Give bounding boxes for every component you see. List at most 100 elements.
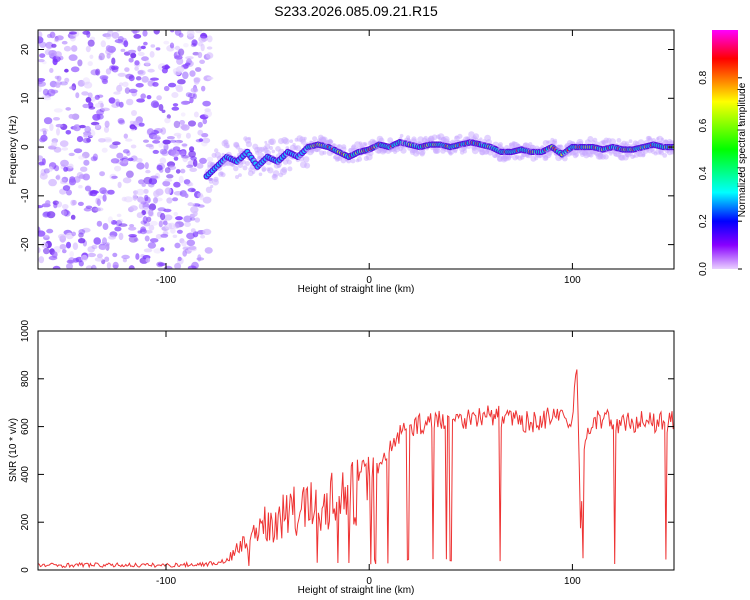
- noise-blob: [153, 197, 158, 204]
- noise-blob: [152, 149, 159, 154]
- noise-blob: [193, 111, 199, 118]
- noise-blob: [184, 193, 189, 199]
- ridge-halo: [221, 152, 225, 157]
- noise-blob: [164, 222, 173, 230]
- noise-blob: [98, 55, 103, 61]
- noise-blob: [150, 100, 159, 108]
- spectrogram-plot-area: [38, 30, 674, 269]
- noise-blob: [177, 79, 186, 85]
- noise-blob: [96, 220, 103, 227]
- spectrogram-xlabel: Height of straight line (km): [298, 284, 415, 295]
- noise-blob: [87, 246, 95, 253]
- figure-title: S233.2026.085.09.21.R15: [274, 3, 438, 19]
- noise-blob: [124, 87, 130, 94]
- noise-blob: [207, 35, 213, 43]
- noise-blob: [175, 216, 183, 221]
- noise-blob: [105, 68, 112, 75]
- noise-blob: [39, 172, 48, 180]
- noise-blob: [145, 257, 151, 263]
- noise-blob: [197, 129, 204, 136]
- noise-blob: [164, 187, 172, 195]
- noise-blob: [173, 141, 181, 146]
- ridge-halo: [669, 140, 674, 146]
- noise-blob: [123, 40, 129, 48]
- noise-blob: [144, 60, 150, 66]
- noise-blob: [78, 185, 83, 189]
- noise-blob: [52, 265, 61, 269]
- snr-x-tick-label: -100: [156, 576, 176, 587]
- spectrogram-x-tick-label: 100: [564, 275, 581, 286]
- noise-blob: [188, 120, 196, 127]
- noise-blob: [78, 155, 86, 160]
- noise-blob: [85, 45, 91, 53]
- ridge-halo: [298, 155, 305, 162]
- ridge-halo: [233, 165, 239, 172]
- noise-blob: [194, 191, 201, 199]
- noise-blob: [105, 33, 112, 40]
- ridge-halo: [283, 138, 290, 145]
- noise-blob: [81, 91, 89, 96]
- noise-blob: [135, 83, 144, 88]
- noise-blob: [182, 250, 187, 257]
- noise-blob: [78, 260, 84, 267]
- noise-blob: [196, 162, 204, 169]
- noise-blob: [59, 81, 68, 86]
- ridge-halo: [574, 152, 580, 158]
- noise-blob: [43, 168, 51, 174]
- noise-blob: [131, 110, 137, 116]
- ridge-halo: [399, 133, 404, 138]
- spectrogram-y-tick-label: -10: [20, 188, 31, 203]
- noise-blob: [143, 41, 148, 46]
- noise-blob: [197, 51, 203, 59]
- noise-blob: [42, 60, 47, 65]
- noise-blob: [59, 140, 69, 148]
- noise-blob: [128, 235, 138, 243]
- noise-blob: [92, 207, 102, 212]
- noise-blob: [179, 149, 187, 157]
- noise-blob: [169, 139, 177, 143]
- noise-blob: [197, 121, 203, 128]
- noise-blob: [61, 147, 69, 151]
- noise-blob: [153, 190, 160, 198]
- noise-blob: [132, 193, 138, 201]
- noise-blob: [42, 88, 49, 96]
- noise-blob: [43, 247, 50, 255]
- noise-blob: [99, 75, 109, 80]
- ridge-halo: [332, 143, 336, 147]
- noise-blob: [129, 124, 136, 130]
- noise-blob: [178, 48, 185, 56]
- noise-blob: [102, 78, 108, 85]
- noise-blob: [201, 85, 206, 92]
- noise-blob: [68, 152, 75, 157]
- noise-blob: [82, 77, 91, 85]
- noise-blob: [66, 241, 71, 249]
- noise-blob: [164, 214, 173, 221]
- noise-blob: [189, 146, 195, 153]
- noise-blob: [82, 151, 90, 159]
- noise-blob: [43, 117, 53, 125]
- noise-blob: [148, 203, 157, 211]
- noise-blob: [190, 228, 196, 234]
- noise-blob: [40, 168, 46, 177]
- noise-blob: [69, 251, 74, 258]
- noise-blob: [56, 174, 61, 181]
- noise-blob: [163, 85, 170, 92]
- noise-blob: [44, 49, 52, 56]
- noise-blob: [155, 47, 161, 51]
- ridge-halo: [512, 141, 518, 147]
- noise-blob: [38, 36, 44, 44]
- noise-blob: [164, 178, 173, 182]
- noise-blob: [138, 179, 145, 185]
- noise-blob: [81, 227, 91, 233]
- noise-blob: [159, 148, 168, 155]
- noise-blob: [49, 68, 54, 73]
- noise-blob: [145, 143, 154, 148]
- noise-blob: [188, 202, 195, 207]
- noise-blob: [201, 139, 208, 147]
- noise-blob: [128, 226, 137, 231]
- noise-blob: [69, 31, 77, 35]
- noise-blob: [76, 172, 84, 179]
- noise-blob: [104, 242, 110, 247]
- spectrogram-y-tick-label: 0: [20, 144, 31, 150]
